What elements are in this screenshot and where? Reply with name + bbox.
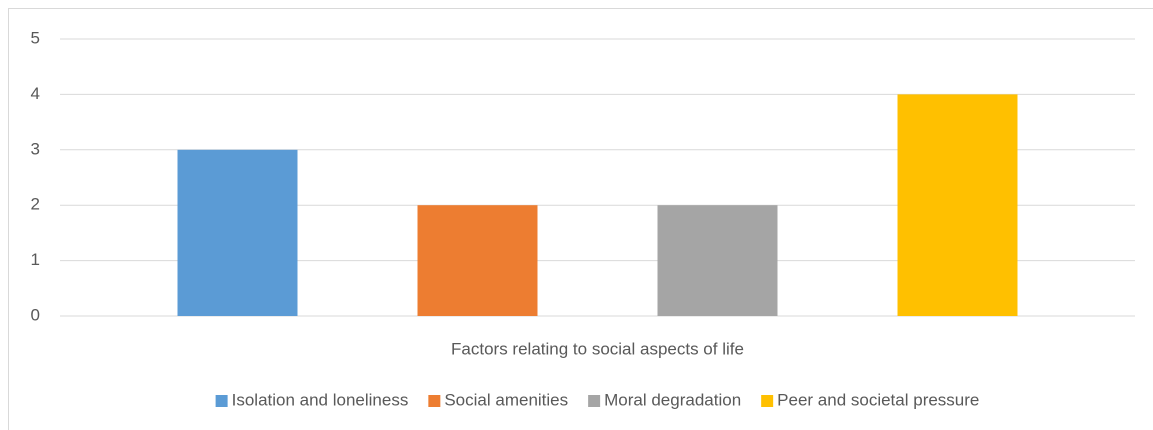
bar (417, 205, 538, 316)
y-tick-label: 1 (31, 250, 40, 269)
legend-swatch (215, 395, 228, 407)
legend-label: Isolation and loneliness (232, 390, 409, 409)
legend-label: Moral degradation (604, 390, 741, 409)
y-tick-label: 2 (31, 195, 40, 214)
y-tick-label: 0 (31, 305, 40, 324)
bar (897, 94, 1018, 317)
x-tick-label: Factors relating to social aspects of li… (451, 339, 744, 358)
y-tick-label: 3 (31, 139, 40, 158)
legend-label: Social amenities (444, 390, 568, 409)
y-tick-label: 4 (31, 84, 40, 103)
bar (657, 205, 778, 316)
y-tick-label: 5 (31, 28, 40, 47)
legend-swatch (588, 395, 601, 407)
bar (177, 149, 298, 316)
legend-label: Peer and societal pressure (777, 390, 979, 409)
chart-frame (8, 8, 1153, 430)
legend-swatch (761, 395, 774, 407)
legend-swatch (428, 395, 441, 407)
